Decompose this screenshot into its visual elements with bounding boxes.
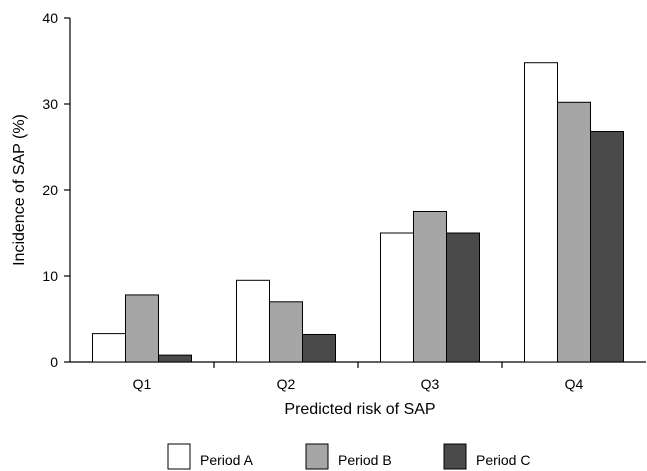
y-tick-label: 0 xyxy=(50,354,58,370)
legend-swatch xyxy=(167,443,191,470)
bar xyxy=(380,232,414,363)
legend-swatch xyxy=(443,443,467,470)
y-tick-label: 30 xyxy=(42,96,58,112)
x-tick-label: Q2 xyxy=(277,376,296,392)
legend-label: Period A xyxy=(200,452,254,468)
x-tick-label: Q3 xyxy=(421,376,440,392)
bar xyxy=(158,354,192,363)
ticks: 0 10 20 30 40 Q1 Q2 Q3 Q4 xyxy=(42,10,583,392)
bar xyxy=(92,333,126,363)
x-tick-label: Q4 xyxy=(565,376,584,392)
legend-label: Period B xyxy=(338,452,392,468)
y-tick-label: 40 xyxy=(42,10,58,26)
bar xyxy=(524,62,558,363)
y-tick-label: 10 xyxy=(42,268,58,284)
bar xyxy=(446,232,480,363)
bar xyxy=(125,294,159,363)
legend: Period A Period B Period C xyxy=(167,443,530,470)
x-tick-label: Q1 xyxy=(133,376,152,392)
bar xyxy=(269,301,303,363)
legend-swatch xyxy=(305,443,329,470)
y-tick-label: 20 xyxy=(42,182,58,198)
y-axis-title: Incidence of SAP (%) xyxy=(11,114,28,266)
bar xyxy=(413,211,447,363)
bar xyxy=(590,131,624,363)
bars xyxy=(92,62,624,363)
bar xyxy=(557,101,591,363)
x-axis-title: Predicted risk of SAP xyxy=(284,401,435,418)
bar xyxy=(302,333,336,363)
legend-label: Period C xyxy=(476,452,530,468)
bar xyxy=(236,279,270,363)
